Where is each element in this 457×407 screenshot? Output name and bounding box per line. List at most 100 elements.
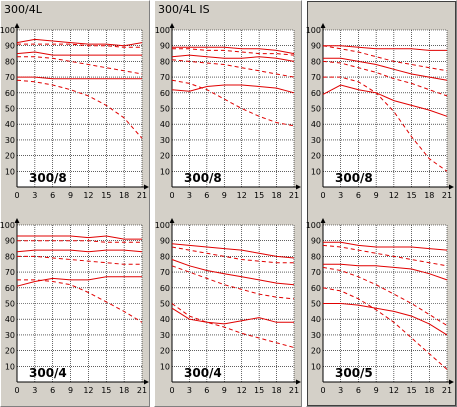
series-line-5 <box>323 303 448 336</box>
x-tick-label: 3 <box>32 386 37 395</box>
x-tick-label: 6 <box>50 191 55 200</box>
y-tick-label: 40 <box>311 315 321 324</box>
series-line-3 <box>171 259 295 286</box>
x-tick-label: 3 <box>187 191 192 200</box>
y-tick-label: 80 <box>311 57 321 66</box>
y-tick-label: 30 <box>311 331 321 340</box>
y-tick-label: 10 <box>5 362 15 371</box>
series-line-5 <box>171 307 294 325</box>
x-axis-arrow <box>449 379 454 385</box>
y-tick-label: 100 <box>306 221 321 230</box>
y-tick-label: 60 <box>311 284 321 293</box>
y-tick-label: 50 <box>311 300 321 309</box>
x-tick-label: 15 <box>254 386 264 395</box>
series-line-6 <box>171 79 295 127</box>
series-line-5 <box>322 84 448 117</box>
y-tick-label: 30 <box>5 331 15 340</box>
y-tick-label: 30 <box>311 136 321 145</box>
y-tick-label: 20 <box>160 347 170 356</box>
x-tick-label: 18 <box>271 386 281 395</box>
series-line-4 <box>322 60 448 97</box>
y-tick-label: 70 <box>160 73 170 82</box>
y-tick-label: 60 <box>160 284 170 293</box>
y-axis-arrow <box>169 218 175 223</box>
x-tick-label: 12 <box>389 191 399 200</box>
chart-label: 300/8 <box>184 171 222 185</box>
x-tick-label: 6 <box>356 386 361 395</box>
y-tick-label: 70 <box>5 268 15 277</box>
x-tick-label: 21 <box>442 191 452 200</box>
x-tick-label: 21 <box>289 191 299 200</box>
x-tick-label: 0 <box>14 191 19 200</box>
series-line-5 <box>17 76 142 80</box>
series-line-1 <box>16 38 143 47</box>
y-tick-label: 50 <box>160 300 170 309</box>
y-tick-label: 10 <box>5 167 15 176</box>
series-line-1 <box>323 45 447 51</box>
x-axis-arrow <box>449 184 454 190</box>
x-tick-label: 0 <box>14 386 19 395</box>
y-tick-label: 60 <box>311 89 321 98</box>
x-tick-label: 3 <box>32 191 37 200</box>
y-tick-label: 50 <box>160 105 170 114</box>
x-tick-label: 21 <box>442 386 452 395</box>
x-tick-label: 9 <box>374 191 379 200</box>
x-tick-label: 12 <box>237 386 247 395</box>
x-tick-label: 0 <box>320 386 325 395</box>
series-line-5 <box>16 276 142 287</box>
series-line-4 <box>322 266 448 326</box>
y-tick-label: 70 <box>5 73 15 82</box>
y-axis-arrow <box>169 23 175 28</box>
y-tick-label: 100 <box>0 26 15 35</box>
chart-label: 300/8 <box>335 171 373 185</box>
y-tick-label: 50 <box>311 105 321 114</box>
x-tick-label: 0 <box>320 191 325 200</box>
y-tick-label: 50 <box>5 300 15 309</box>
y-tick-label: 90 <box>160 42 170 51</box>
series-line-3 <box>16 249 143 253</box>
x-tick-label: 18 <box>424 386 434 395</box>
y-axis-arrow <box>320 218 326 223</box>
y-tick-label: 10 <box>160 362 170 371</box>
mtf-chart-top-right: 0 3 6 9 12 15 18 21 10 20 30 40 50 60 70 80 90 100 300/8 <box>306 23 454 200</box>
y-tick-label: 80 <box>311 252 321 261</box>
y-tick-label: 30 <box>5 136 15 145</box>
y-tick-label: 40 <box>311 120 321 129</box>
y-tick-label: 100 <box>155 26 170 35</box>
y-tick-label: 90 <box>5 237 15 246</box>
chart-label: 300/4 <box>184 366 222 380</box>
x-tick-label: 0 <box>169 191 174 200</box>
x-tick-label: 21 <box>289 386 299 395</box>
series-line-6 <box>171 303 295 348</box>
series-line-5 <box>171 84 295 94</box>
x-tick-label: 12 <box>389 386 399 395</box>
chart-label: 300/8 <box>29 171 67 185</box>
series-line-1 <box>323 241 448 251</box>
y-tick-label: 70 <box>311 268 321 277</box>
mtf-chart-top-middle: 0 3 6 9 12 15 18 21 10 20 30 40 50 60 70 80 90 100 300/8 <box>155 23 301 200</box>
series-line-2 <box>322 45 448 72</box>
y-tick-label: 20 <box>5 347 15 356</box>
x-tick-label: 9 <box>222 386 227 395</box>
series-line-1 <box>171 243 295 259</box>
x-tick-label: 6 <box>356 191 361 200</box>
x-tick-label: 12 <box>237 191 247 200</box>
y-tick-label: 60 <box>5 89 15 98</box>
series-line-3 <box>323 263 448 281</box>
x-tick-label: 6 <box>204 191 209 200</box>
y-tick-label: 40 <box>5 120 15 129</box>
y-tick-label: 20 <box>5 152 15 161</box>
y-tick-label: 90 <box>311 237 321 246</box>
series-line-2 <box>172 48 295 56</box>
series-line-4 <box>17 56 143 75</box>
y-tick-label: 10 <box>311 167 321 176</box>
y-tick-label: 90 <box>160 237 170 246</box>
x-tick-label: 15 <box>406 191 416 200</box>
x-tick-label: 3 <box>338 386 343 395</box>
y-tick-label: 10 <box>160 167 170 176</box>
x-tick-label: 21 <box>137 386 147 395</box>
series-line-3 <box>323 57 448 81</box>
mtf-chart-bottom-middle: 0 3 6 9 12 15 18 21 10 20 30 40 50 60 70 80 90 100 300/4 <box>155 218 301 395</box>
x-tick-label: 9 <box>374 386 379 395</box>
chart-label: 300/5 <box>335 366 373 380</box>
